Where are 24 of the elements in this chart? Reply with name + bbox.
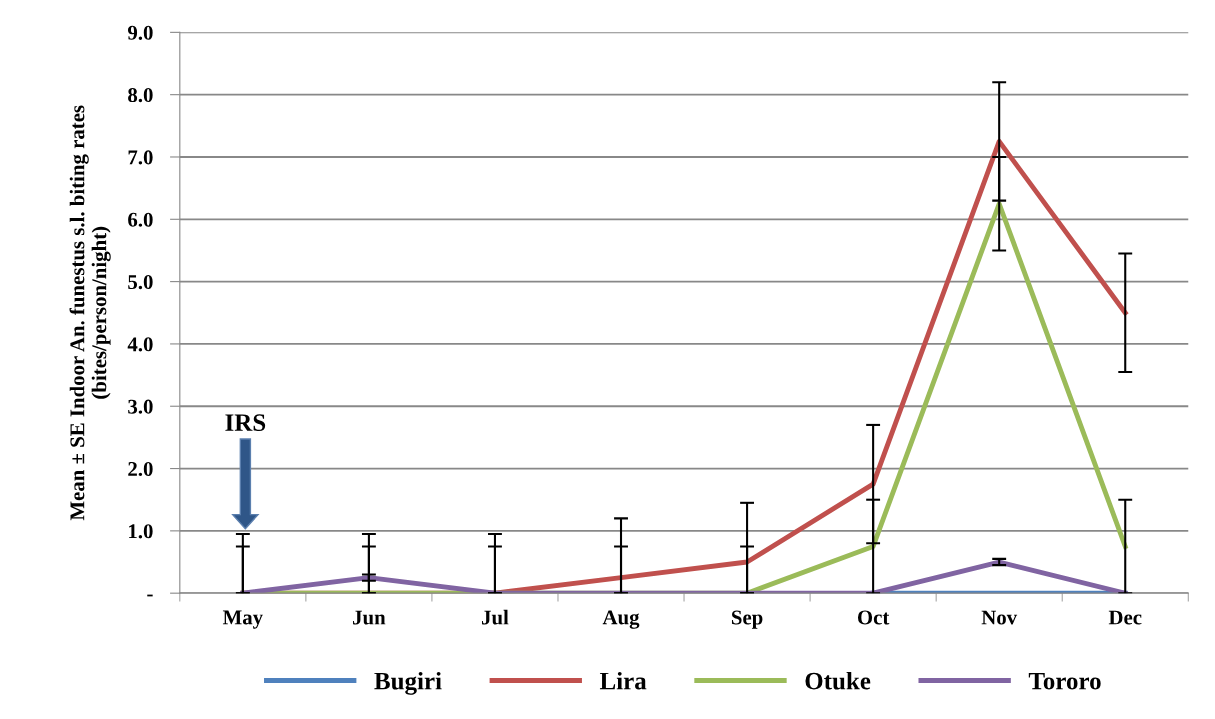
y-tick-label: 7.0: [128, 150, 153, 165]
x-tick-label: Oct: [857, 610, 890, 625]
x-tick-label: Jul: [481, 609, 509, 625]
legend-label: Bugiri: [374, 671, 442, 695]
y-tick-label: 3.0: [128, 399, 153, 414]
y-tick-label: 6.0: [128, 212, 153, 227]
x-tick-label: Jun: [353, 610, 386, 625]
y-tick-label: 9.0: [127, 25, 153, 40]
legend-label: Lira: [599, 671, 647, 690]
x-tick-label: Aug: [602, 610, 640, 629]
annotation: IRS: [225, 414, 266, 432]
y-tick-label: 1.0: [129, 524, 153, 539]
y-tick-label: 2.0: [128, 461, 153, 477]
legend-label: Otuke: [805, 671, 871, 690]
y-tick-label: 4.0: [127, 337, 153, 352]
x-tick-label: May: [222, 610, 263, 629]
y-tick-label: 8.0: [128, 88, 153, 103]
x-tick-label: Sep: [731, 610, 763, 629]
x-tick-label: Dec: [1108, 610, 1142, 625]
y-axis-title: Mean ± SE Indoor An. funestus s.l. biting rates (bites/person/night): [69, 105, 111, 521]
x-tick-label: Nov: [981, 610, 1018, 625]
y-tick-label: 5.0: [128, 274, 153, 290]
legend-label: Tororo: [1028, 672, 1101, 690]
y-tick-label: -: [147, 594, 153, 597]
